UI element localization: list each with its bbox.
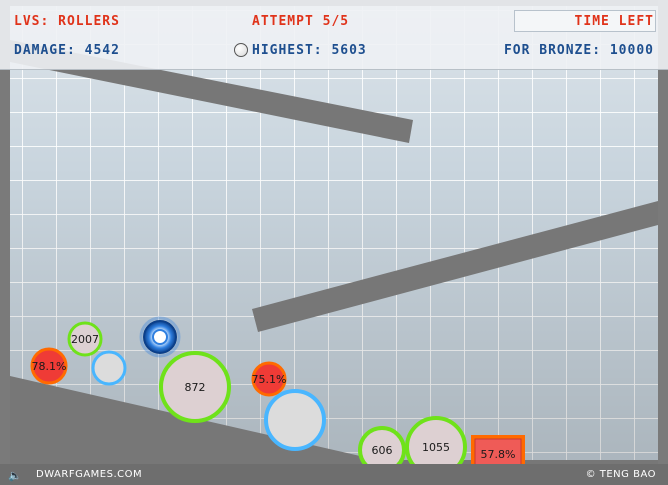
footer-content: 🔈 DWARFGAMES.COM © TENG BAO <box>0 464 668 485</box>
highest-score: HIGHEST: 5603 <box>252 43 367 58</box>
box-label: 57.8% <box>481 448 516 461</box>
footer-bar <box>0 464 668 485</box>
bronze-target: FOR BRONZE: 10000 <box>503 43 654 58</box>
ball-2007-shape <box>67 321 103 357</box>
right-wall <box>658 0 668 485</box>
ball-2007-label: 2007 <box>71 333 99 346</box>
ball-872-label: 872 <box>185 381 206 394</box>
speaker-icon[interactable]: 🔈 <box>8 469 22 482</box>
ball-2007[interactable]: 2007 <box>67 321 103 357</box>
time-left-label: TIME LEFT <box>574 14 654 29</box>
highest-ball-icon <box>234 43 248 57</box>
ball-872[interactable]: 872 <box>159 351 231 423</box>
site-link[interactable]: DWARFGAMES.COM <box>36 469 143 480</box>
ball-78pct-label: 78.1% <box>32 360 67 373</box>
time-left-bar <box>514 10 656 32</box>
floor-segment <box>395 460 658 464</box>
ball-872-shape <box>159 351 231 423</box>
ball-blue-small-shape <box>91 350 127 386</box>
left-wall <box>0 0 10 485</box>
ball-1055-label: 1055 <box>422 441 450 454</box>
ball-78pct[interactable]: 78.1% <box>30 347 68 385</box>
ball-75pct-shape <box>251 361 287 397</box>
ball-blue-large[interactable] <box>264 389 326 451</box>
level-name: LVS: ROLLERS <box>14 14 120 29</box>
attempt-counter: ATTEMPT 5/5 <box>252 14 350 29</box>
ball-78pct-shape <box>30 347 68 385</box>
credit-text: © TENG BAO <box>585 469 656 480</box>
ball-75pct-label: 75.1% <box>252 373 287 386</box>
ball-75pct[interactable]: 75.1% <box>251 361 287 397</box>
hud-panel: LVS: ROLLERS ATTEMPT 5/5 TIME LEFT DAMAG… <box>0 0 668 70</box>
damage-score: DAMAGE: 4542 <box>14 43 120 58</box>
ball-blue-small[interactable] <box>91 350 127 386</box>
player-launcher[interactable] <box>139 316 181 358</box>
ball-606-label: 606 <box>372 444 393 457</box>
platform-middle-ramp <box>252 201 658 332</box>
ball-blue-large-shape <box>264 389 326 451</box>
